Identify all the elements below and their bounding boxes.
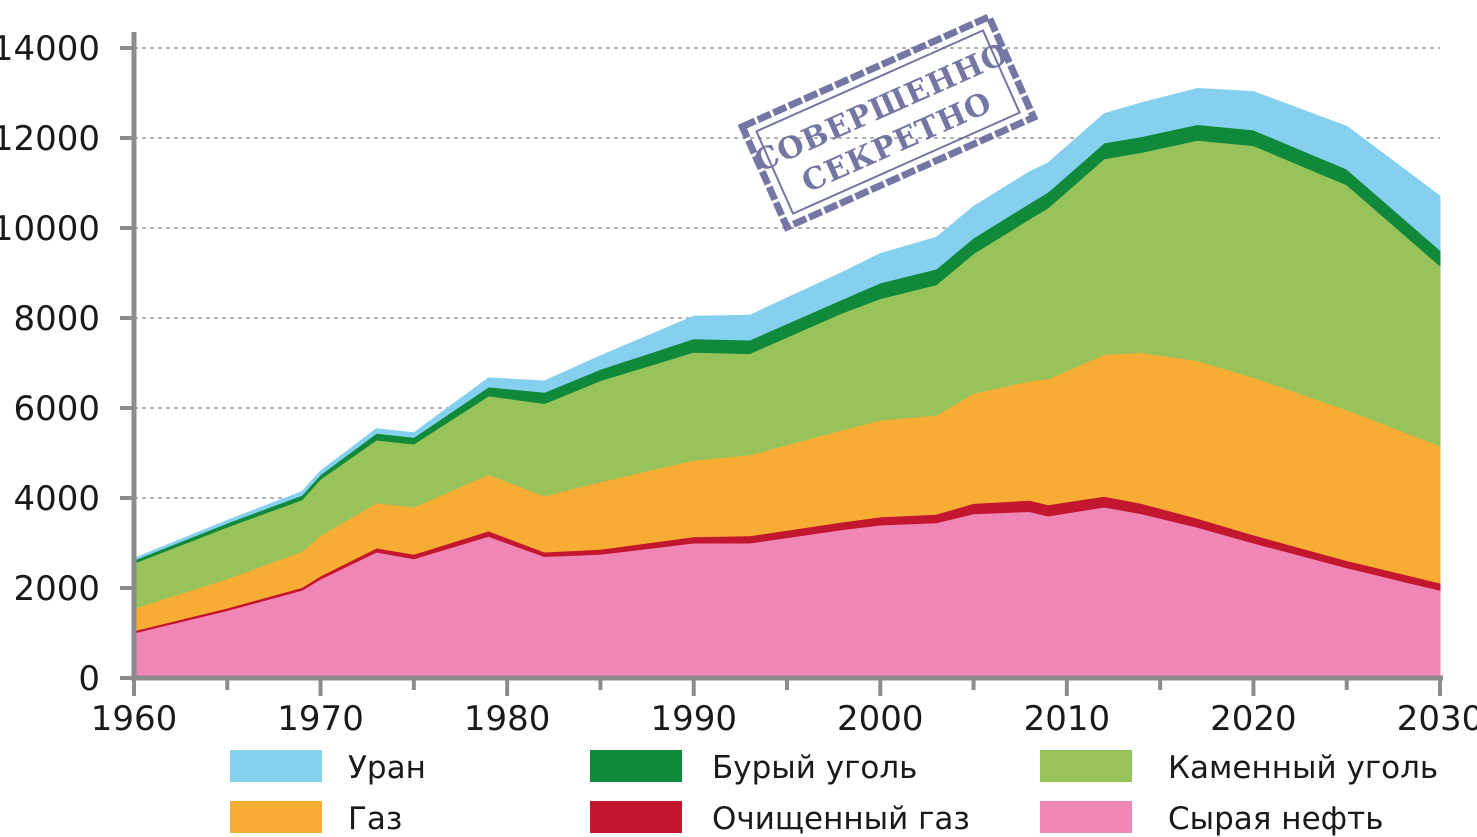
legend-swatch-очищенный-газ — [590, 801, 682, 833]
legend-label-очищенный-газ: Очищенный газ — [712, 801, 970, 837]
legend-swatch-газ — [230, 801, 322, 833]
legend-swatch-сырая-нефть — [1040, 801, 1132, 833]
axes — [120, 32, 1443, 696]
tick-labels: 0 2000 4000 6000 8000 10000 12000 14000 1960 1970… — [0, 29, 1477, 739]
x-tick-label-2030: 2030 — [1397, 699, 1477, 739]
y-tick-label-14000: 14000 — [0, 29, 100, 69]
legend: Уран Бурый уголь Каменный уголь Газ Очищенны… — [230, 750, 1438, 837]
legend-label-бурый-уголь: Бурый уголь — [712, 750, 917, 786]
legend-label-газ: Газ — [348, 801, 402, 837]
legend-label-сырая-нефть: Сырая нефть — [1168, 801, 1383, 837]
x-tick-label-1980: 1980 — [464, 699, 551, 739]
x-tick-label-1990: 1990 — [650, 699, 737, 739]
legend-label-уран: Уран — [348, 750, 426, 786]
stamp-inner-border — [755, 29, 1021, 215]
x-tick-label-1960: 1960 — [91, 699, 178, 739]
y-tick-label-4000: 4000 — [13, 479, 100, 519]
area-уран — [133, 88, 1441, 561]
x-tick-label-2010: 2010 — [1024, 699, 1111, 739]
y-tick-label-10000: 10000 — [0, 209, 100, 249]
legend-swatch-каменный-уголь — [1040, 750, 1132, 782]
x-tick-label-1970: 1970 — [277, 699, 364, 739]
x-tick-label-2020: 2020 — [1210, 699, 1297, 739]
y-tick-label-8000: 8000 — [13, 299, 100, 339]
legend-label-каменный-уголь: Каменный уголь — [1168, 750, 1438, 786]
legend-swatch-бурый-уголь — [590, 750, 682, 782]
x-tick-label-2000: 2000 — [837, 699, 924, 739]
y-tick-label-2000: 2000 — [13, 569, 100, 609]
y-tick-label-0: 0 — [78, 659, 100, 699]
y-tick-label-6000: 6000 — [13, 389, 100, 429]
y-tick-label-12000: 12000 — [0, 119, 100, 159]
stamp-outer-border — [737, 12, 1039, 232]
stacked-areas — [133, 88, 1441, 679]
legend-swatch-уран — [230, 750, 322, 782]
